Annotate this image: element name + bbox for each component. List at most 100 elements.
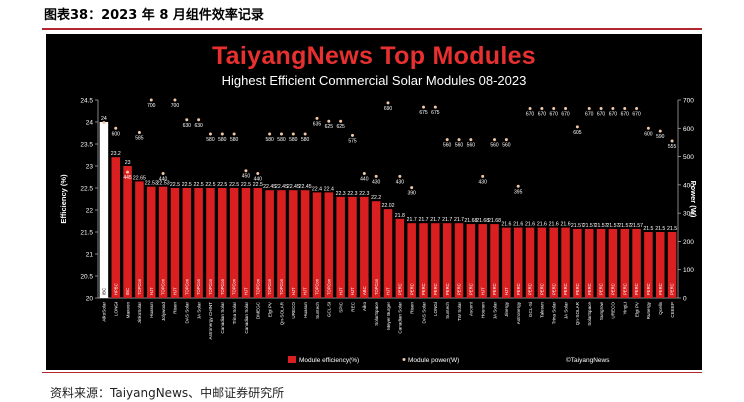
manufacturer-label: Risen [173,302,178,314]
technology-label: PERC [670,283,675,295]
power-label: 700 [147,103,156,109]
power-marker [564,106,568,110]
efficiency-bar [407,223,416,298]
manufacturer-label: AikoSolar [102,302,107,322]
power-marker [327,119,331,123]
power-marker [658,129,662,133]
left-tick-label: 23 [86,164,94,171]
manufacturer-label: Aiko [362,302,367,311]
power-label: 440 [254,177,263,183]
efficiency-label: 22.4 [312,186,322,192]
efficiency-label: 21.5 [667,226,677,232]
efficiency-bar [289,190,298,298]
power-label: 670 [550,111,559,117]
efficiency-bar [608,228,618,298]
power-marker [635,106,639,110]
manufacturer-label: Runergy [646,301,651,319]
technology-label: PERC [539,283,544,295]
technology-label: TOPCon [184,278,189,295]
efficiency-label: 21.68 [476,218,489,224]
left-tick-label: 23.5 [80,142,93,149]
right-tick-label: 600 [683,126,694,133]
power-label: 590 [656,134,665,140]
efficiency-label: 21.7 [418,217,428,223]
power-marker [185,118,189,122]
manufacturer-label: Suntech [315,302,320,319]
left-tick-label: 24 [86,120,94,127]
power-label: 580 [301,137,310,143]
power-marker [611,106,615,110]
technology-label: HJT [291,287,296,295]
technology-label: TOPCon [232,278,237,295]
efficiency-bar [632,228,641,298]
source-rule [42,372,702,373]
left-tick-label: 21 [86,252,94,259]
power-marker [457,138,461,142]
left-tick-label: 22 [86,208,94,215]
efficiency-bar [135,181,144,298]
power-label: 670 [538,111,547,117]
efficiency-bar [537,227,547,298]
manufacturer-label: GCL-Si [528,302,533,317]
power-marker [149,98,153,102]
power-label: 555 [668,144,677,150]
technology-label: PERC [563,283,568,295]
manufacturer-label: YingLi [623,302,628,315]
manufacturer-label: CEEEP [670,302,675,318]
technology-label: HJT [149,287,154,295]
manufacturer-label: Suntech [445,302,450,319]
efficiency-label: 21.5 [643,226,653,232]
efficiency-label: 22.3 [359,191,369,197]
power-marker [410,186,414,190]
right-axis-title: Power (W) [689,181,698,218]
efficiency-label: 22.53 [145,181,158,187]
technology-label: TOPCon [315,278,320,295]
efficiency-label: 22.5 [229,182,239,188]
power-marker [433,105,437,109]
efficiency-bar [395,218,405,298]
manufacturer-label: SPIC [338,301,343,312]
right-tick-label: 500 [683,154,694,161]
efficiency-label: 21.7 [442,217,452,223]
manufacturer-label: SolarSpace [587,302,592,326]
manufacturer-label: Risen [409,302,414,314]
power-label: 395 [514,189,523,195]
power-marker [197,118,201,122]
efficiency-label: 22.5 [170,182,180,188]
right-tick-label: 700 [683,98,694,105]
right-tick-label: 300 [683,211,694,218]
power-label: 670 [621,111,630,117]
left-tick-label: 24.5 [80,98,93,105]
manufacturer-label: LONGi [433,302,438,316]
efficiency-bar [513,227,523,298]
power-marker [469,138,473,142]
legend-efficiency-swatch [288,356,296,363]
power-marker [126,170,130,174]
technology-label: PERC [457,283,462,295]
power-marker [623,106,627,110]
efficiency-bar [584,228,594,298]
efficiency-bar [111,157,121,298]
power-label: 670 [597,111,606,117]
power-marker [386,101,390,105]
left-axis-title: Efficiency (%) [59,174,68,224]
power-label: 625 [325,124,334,130]
manufacturer-label: URECO [611,302,616,319]
power-label: 390 [408,191,417,197]
efficiency-label: 21.6 [501,222,511,228]
efficiency-label: 22.5 [182,182,192,188]
power-marker [646,126,650,130]
technology-label: PERC [397,283,402,295]
technology-label: PERC [528,283,533,295]
power-label: 580 [265,137,274,143]
power-marker [516,184,520,188]
technology-label: HJT [173,287,178,295]
efficiency-label: 21.6 [560,222,570,228]
power-label: 580 [230,137,239,143]
technology-label: PERC [658,283,663,295]
technology-label: TOPCon [326,278,331,295]
efficiency-label: 21.57 [618,223,631,229]
chart-svg: 20 20.5 21 21.5 22 22.5 23 23.5 24 24.5 0 100 200 300… [59,98,698,365]
technology-label: HJT [504,287,509,295]
efficiency-bar [218,188,227,298]
